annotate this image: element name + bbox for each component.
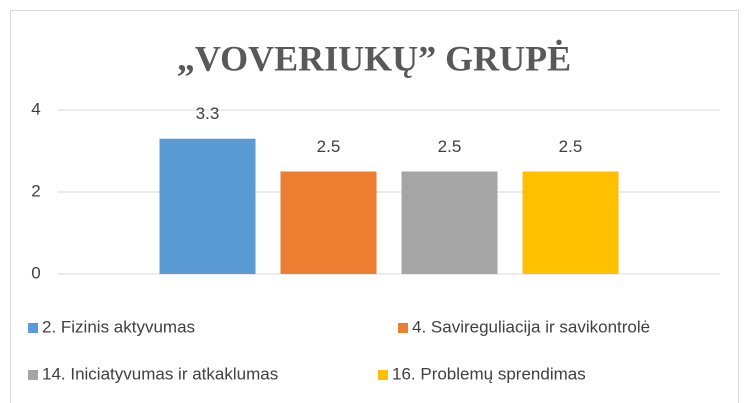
- y-tick-label: 0: [31, 263, 40, 282]
- chart-border: [10, 10, 739, 403]
- data-label: 2.5: [559, 137, 583, 156]
- data-label: 2.5: [438, 137, 462, 156]
- y-tick-label: 4: [31, 99, 40, 118]
- bar: [159, 138, 256, 274]
- legend-swatch: [378, 370, 388, 380]
- legend-swatch: [398, 323, 408, 333]
- chart-title: „VOVERIUKŲ” GRUPĖ: [177, 38, 571, 78]
- bar: [522, 171, 619, 274]
- bar: [280, 171, 377, 274]
- data-label: 2.5: [317, 137, 341, 156]
- legend-swatch: [28, 323, 38, 333]
- legend-label: 4. Savireguliacija ir savikontrolė: [412, 317, 650, 336]
- legend-label: 14. Iniciatyvumas ir atkaklumas: [42, 364, 278, 383]
- legend-label: 2. Fizinis aktyvumas: [42, 317, 195, 336]
- bar: [401, 171, 498, 274]
- data-label: 3.3: [196, 104, 220, 123]
- legend-swatch: [28, 370, 38, 380]
- y-tick-label: 2: [31, 181, 40, 200]
- legend-label: 16. Problemų sprendimas: [392, 364, 586, 383]
